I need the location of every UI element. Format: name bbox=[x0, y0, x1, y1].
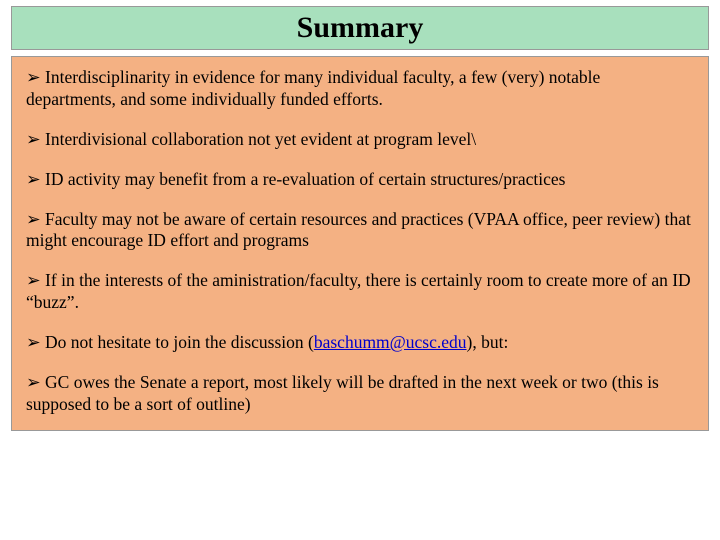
bullet-arrow-icon: ➢ bbox=[26, 372, 41, 392]
bullet-text: Interdisciplinarity in evidence for many… bbox=[26, 67, 600, 109]
bullet-item: ➢ Interdisciplinarity in evidence for ma… bbox=[26, 67, 694, 111]
bullet-item: ➢ Interdivisional collaboration not yet … bbox=[26, 129, 694, 151]
bullet-item: ➢ GC owes the Senate a report, most like… bbox=[26, 372, 694, 416]
bullet-arrow-icon: ➢ bbox=[26, 129, 41, 149]
slide-title: Summary bbox=[297, 11, 424, 45]
bullet-text: Interdivisional collaboration not yet ev… bbox=[45, 129, 476, 149]
bullet-arrow-icon: ➢ bbox=[26, 209, 41, 229]
bullet-arrow-icon: ➢ bbox=[26, 169, 41, 189]
bullet-text: Faculty may not be aware of certain reso… bbox=[26, 209, 691, 251]
bullet-arrow-icon: ➢ bbox=[26, 332, 41, 352]
bullet-text-prefix: Do not hesitate to join the discussion ( bbox=[45, 332, 314, 352]
slide: Summary ➢ Interdisciplinarity in evidenc… bbox=[0, 0, 720, 540]
bullet-item: ➢ Do not hesitate to join the discussion… bbox=[26, 332, 694, 354]
bullet-text-suffix: ), but: bbox=[467, 332, 509, 352]
bullet-arrow-icon: ➢ bbox=[26, 270, 41, 290]
bullet-item: ➢ If in the interests of the aministrati… bbox=[26, 270, 694, 314]
bullet-text: GC owes the Senate a report, most likely… bbox=[26, 372, 659, 414]
bullet-text: If in the interests of the aministration… bbox=[26, 270, 691, 312]
email-link[interactable]: baschumm@ucsc.edu bbox=[314, 332, 467, 352]
content-box: ➢ Interdisciplinarity in evidence for ma… bbox=[11, 56, 709, 431]
title-bar: Summary bbox=[11, 6, 709, 50]
bullet-text: ID activity may benefit from a re-evalua… bbox=[45, 169, 565, 189]
bullet-item: ➢ Faculty may not be aware of certain re… bbox=[26, 209, 694, 253]
bullet-arrow-icon: ➢ bbox=[26, 67, 41, 87]
bullet-item: ➢ ID activity may benefit from a re-eval… bbox=[26, 169, 694, 191]
